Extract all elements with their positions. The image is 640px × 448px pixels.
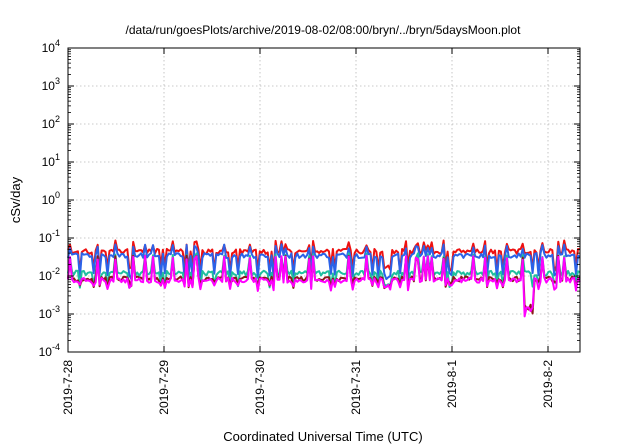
y-axis-title: cSv/day <box>8 176 23 223</box>
y-tick-label: 10-3 <box>39 304 60 321</box>
x-tick-labels: 2019-7-28 2019-7-29 2019-7-30 2019-7-31 2019… <box>61 360 555 415</box>
x-tick-label: 2019-7-30 <box>253 360 267 415</box>
chart-title: /data/run/goesPlots/archive/2019-08-02/0… <box>126 23 522 37</box>
x-tick-label: 2019-7-28 <box>61 360 75 415</box>
y-tick-label: 104 <box>42 38 60 55</box>
x-tick-label: 2019-7-31 <box>349 360 363 415</box>
series-line <box>67 243 581 281</box>
x-axis-title: Coordinated Universal Time (UTC) <box>223 429 422 444</box>
x-tick-label: 2019-7-29 <box>157 360 171 415</box>
series-line <box>67 254 581 318</box>
y-tick-label: 10-1 <box>39 228 60 245</box>
y-tick-labels: 10-4 10-3 10-2 10-1 100 101 102 103 104 <box>39 38 60 359</box>
y-tick-label: 101 <box>42 152 60 169</box>
y-tick-label: 103 <box>42 76 60 93</box>
y-tick-label: 10-4 <box>39 342 60 359</box>
axis-ticks <box>67 47 580 353</box>
x-tick-label: 2019-8-2 <box>541 360 555 408</box>
grid-lines <box>68 48 580 352</box>
x-tick-label: 2019-8-1 <box>445 360 459 408</box>
y-tick-label: 10-2 <box>39 266 60 283</box>
y-tick-label: 102 <box>42 114 60 131</box>
y-tick-label: 100 <box>42 190 60 207</box>
data-series <box>67 239 581 318</box>
